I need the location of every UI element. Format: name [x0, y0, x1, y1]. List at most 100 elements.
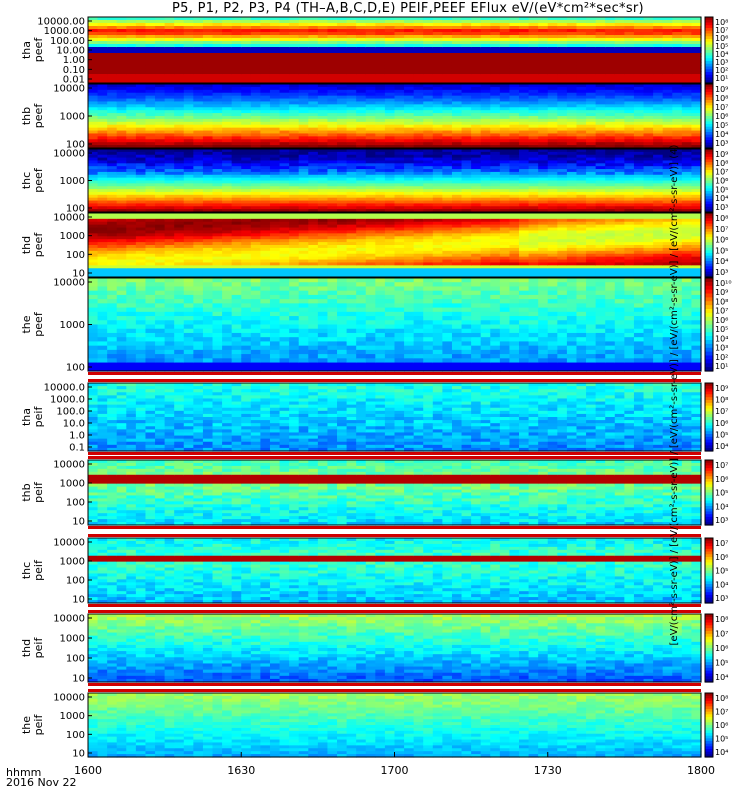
colorbar-swatch	[705, 25, 713, 29]
heatmap-cell	[269, 84, 281, 88]
heatmap-cell	[88, 32, 99, 36]
heatmap-cell	[471, 23, 482, 27]
heatmap-cell	[404, 35, 415, 39]
heatmap-cell	[183, 124, 194, 129]
heatmap-cell	[471, 20, 482, 24]
heatmap-cell	[116, 50, 127, 54]
heatmap-cell	[241, 110, 252, 114]
heatmap-cell	[116, 62, 127, 66]
heatmap-cell	[279, 32, 290, 36]
heatmap-cell	[231, 71, 242, 75]
colorbar-tick-label: 10⁸	[715, 94, 728, 103]
heatmap-cell	[384, 71, 396, 75]
heatmap-cell	[317, 118, 329, 123]
heatmap-cell	[672, 26, 683, 30]
heatmap-cell	[174, 50, 185, 54]
heatmap-cell	[317, 142, 329, 146]
heatmap-cell	[461, 139, 472, 143]
heatmap-cell	[183, 104, 194, 108]
heatmap-cell	[212, 110, 223, 114]
heatmap-cell	[471, 17, 482, 21]
heatmap-cell	[135, 65, 147, 69]
heatmap-cell	[499, 71, 511, 75]
heatmap-cell	[222, 53, 233, 57]
heatmap-cell	[107, 127, 118, 132]
heatmap-cell	[231, 127, 242, 132]
heatmap-cell	[135, 80, 147, 84]
heatmap-cell	[308, 20, 319, 24]
heatmap-cell	[174, 133, 185, 137]
heatmap-cell	[595, 17, 606, 21]
heatmap-cell	[595, 29, 606, 33]
heatmap-cell	[471, 74, 482, 78]
heatmap-cell	[183, 101, 194, 105]
heatmap-cell	[356, 26, 367, 30]
heatmap-cell	[384, 136, 396, 140]
heatmap-cell	[193, 89, 204, 94]
heatmap-cell	[279, 38, 290, 42]
heatmap-cell	[183, 84, 194, 88]
heatmap-cell	[145, 92, 156, 97]
heatmap-cell	[183, 59, 194, 63]
heatmap-cell	[317, 113, 329, 117]
heatmap-cell	[624, 23, 635, 27]
heatmap-cell	[576, 29, 587, 33]
heatmap-cell	[337, 98, 348, 103]
heatmap-cell	[499, 110, 511, 114]
colorbar-tick-label: 10³	[715, 203, 728, 212]
heatmap-cell	[126, 113, 137, 117]
heatmap-cell	[164, 38, 175, 42]
heatmap-cell	[394, 68, 405, 72]
heatmap-cell	[327, 113, 338, 117]
heatmap-cell	[480, 44, 491, 48]
heatmap-cell	[432, 56, 443, 60]
heatmap-cell	[183, 139, 194, 143]
heatmap-cell	[289, 62, 300, 66]
heatmap-cell	[145, 107, 156, 111]
heatmap-cell	[461, 71, 472, 75]
heatmap-cell	[183, 56, 194, 60]
heatmap-cell	[365, 68, 376, 72]
heatmap-cell	[269, 104, 281, 108]
heatmap-cell	[327, 23, 338, 27]
heatmap-cell	[126, 127, 137, 132]
heatmap-cell	[202, 53, 214, 57]
heatmap-cell	[643, 53, 654, 57]
heatmap-cell	[298, 59, 309, 63]
heatmap-cell	[164, 59, 175, 63]
heatmap-cell	[126, 80, 137, 84]
heatmap-cell	[298, 47, 309, 51]
heatmap-cell	[681, 56, 693, 60]
heatmap-cell	[432, 44, 443, 48]
heatmap-cell	[384, 84, 396, 88]
heatmap-cell	[356, 53, 367, 57]
heatmap-cell	[432, 139, 443, 143]
heatmap-cell	[356, 17, 367, 21]
heatmap-cell	[155, 71, 166, 75]
heatmap-cell	[480, 98, 491, 103]
heatmap-cell	[490, 23, 501, 27]
heatmap-cell	[327, 127, 338, 132]
heatmap-cell	[202, 104, 214, 108]
heatmap-cell	[413, 38, 424, 42]
heatmap-cell	[346, 20, 357, 24]
heatmap-cell	[222, 118, 233, 123]
heatmap-cell	[538, 77, 549, 81]
heatmap-cell	[528, 41, 539, 45]
heatmap-cell	[183, 65, 194, 69]
heatmap-cell	[317, 127, 329, 132]
heatmap-cell	[499, 41, 511, 45]
heatmap-cell	[269, 116, 281, 120]
heatmap-cell	[116, 107, 127, 111]
heatmap-cell	[490, 139, 501, 143]
heatmap-cell	[586, 53, 597, 57]
heatmap-cell	[394, 17, 405, 21]
heatmap-cell	[327, 50, 338, 54]
heatmap-cell	[317, 98, 329, 103]
heatmap-cell	[451, 98, 463, 103]
heatmap-cell	[519, 41, 530, 45]
heatmap-cell	[126, 26, 137, 30]
heatmap-cell	[269, 17, 281, 21]
heatmap-cell	[88, 74, 99, 78]
